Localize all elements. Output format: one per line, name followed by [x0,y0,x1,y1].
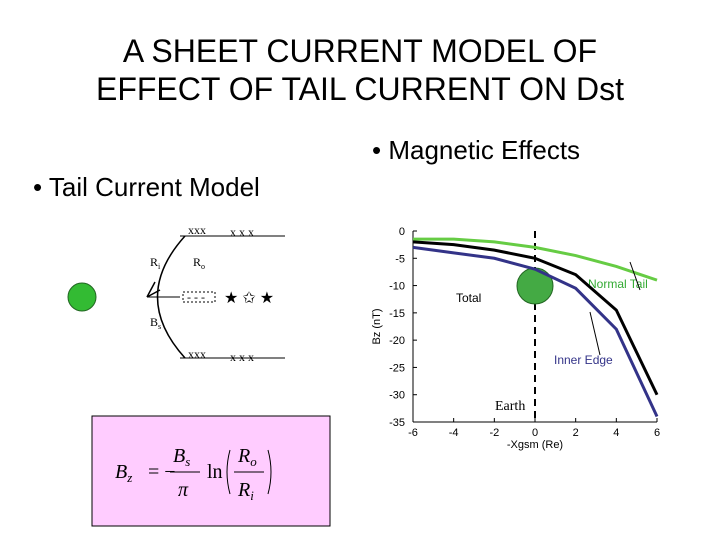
y-tick-label: -15 [389,308,405,320]
y-tick-label: -35 [389,417,405,429]
series-line [412,240,659,396]
label-arrow [629,261,641,291]
label: R [237,479,250,501]
box [182,291,216,303]
paren [226,449,231,495]
series-label: Total [456,291,481,305]
y-tick-label: -20 [389,335,405,347]
arrow [146,281,156,298]
formula-part: ln [207,461,223,483]
label-arrow [589,311,601,356]
x-tick-label: 0 [532,427,538,439]
row-label: - - - [187,290,205,304]
formula-part: Bs [173,445,190,469]
label: i [250,488,254,503]
formula-part: π [178,479,189,501]
label: i [158,262,161,271]
formula-part: = − [148,461,176,483]
x-tick-label: -2 [489,427,499,439]
sheet-diagram: xxx x x x Ri Ro - - - ★ ✩ ★ Bs xxx x x x [67,223,285,364]
formula-box [91,415,331,527]
title: EFFECT OF TAIL CURRENT ON Dst [96,71,624,107]
x-tick-label: 2 [573,427,579,439]
row-label: xxx [188,347,206,361]
label: z [126,470,132,485]
series-line [413,237,658,282]
title: A SHEET CURRENT MODEL OF [123,33,597,69]
y-axis-label: Bz (nT) [371,308,383,344]
label: B [150,315,158,329]
earth [67,282,97,312]
label: B [115,461,127,483]
y-tick-label: -30 [389,390,405,402]
series-label: Inner Edge [554,353,613,367]
x-tick-label: 6 [654,427,660,439]
row-label: x x x [230,350,254,364]
series-line [412,245,659,418]
bullet: • Tail Current Model [33,172,260,202]
label: B [173,445,185,467]
row-label: x x x [230,225,254,239]
formula: Bz = − Bs π ln Ro Ri [91,415,331,527]
label: o [201,262,205,271]
y-tick-label: -5 [395,253,405,265]
paren [267,449,272,495]
y-tick-label: -10 [389,281,405,293]
earth-label: Earth [495,399,525,414]
arrow [146,289,161,298]
series-label: Normal Tail [588,277,648,291]
field-label: Bs [150,315,161,331]
row-label: xxx [188,223,206,237]
formula-part: Ri [237,479,254,503]
star: ★ ✩ ★ [224,290,274,307]
label: R [150,255,158,269]
chart: 0-5-10-15-20-25-30-35-6 -4 -2 0 2 4 6-Xgsm (Re… [371,226,660,451]
label: R [193,255,201,269]
radius-label: Ro [193,255,205,271]
y-tick-label: -25 [389,362,405,374]
x-tick-label: -6 [408,427,418,439]
formula-part: Ro [237,445,257,469]
x-tick-label: -4 [449,427,459,439]
radius-label: Ri [150,255,161,271]
earth [516,267,554,305]
label: o [250,454,257,469]
formula-part: Bz [115,461,132,485]
label: s [185,454,190,469]
label: R [237,445,250,467]
label: s [158,322,161,331]
y-tick-label: 0 [399,226,405,238]
x-axis-label: -Xgsm (Re) [507,439,563,451]
bullet: • Magnetic Effects [372,135,580,165]
x-tick-label: 4 [613,427,619,439]
